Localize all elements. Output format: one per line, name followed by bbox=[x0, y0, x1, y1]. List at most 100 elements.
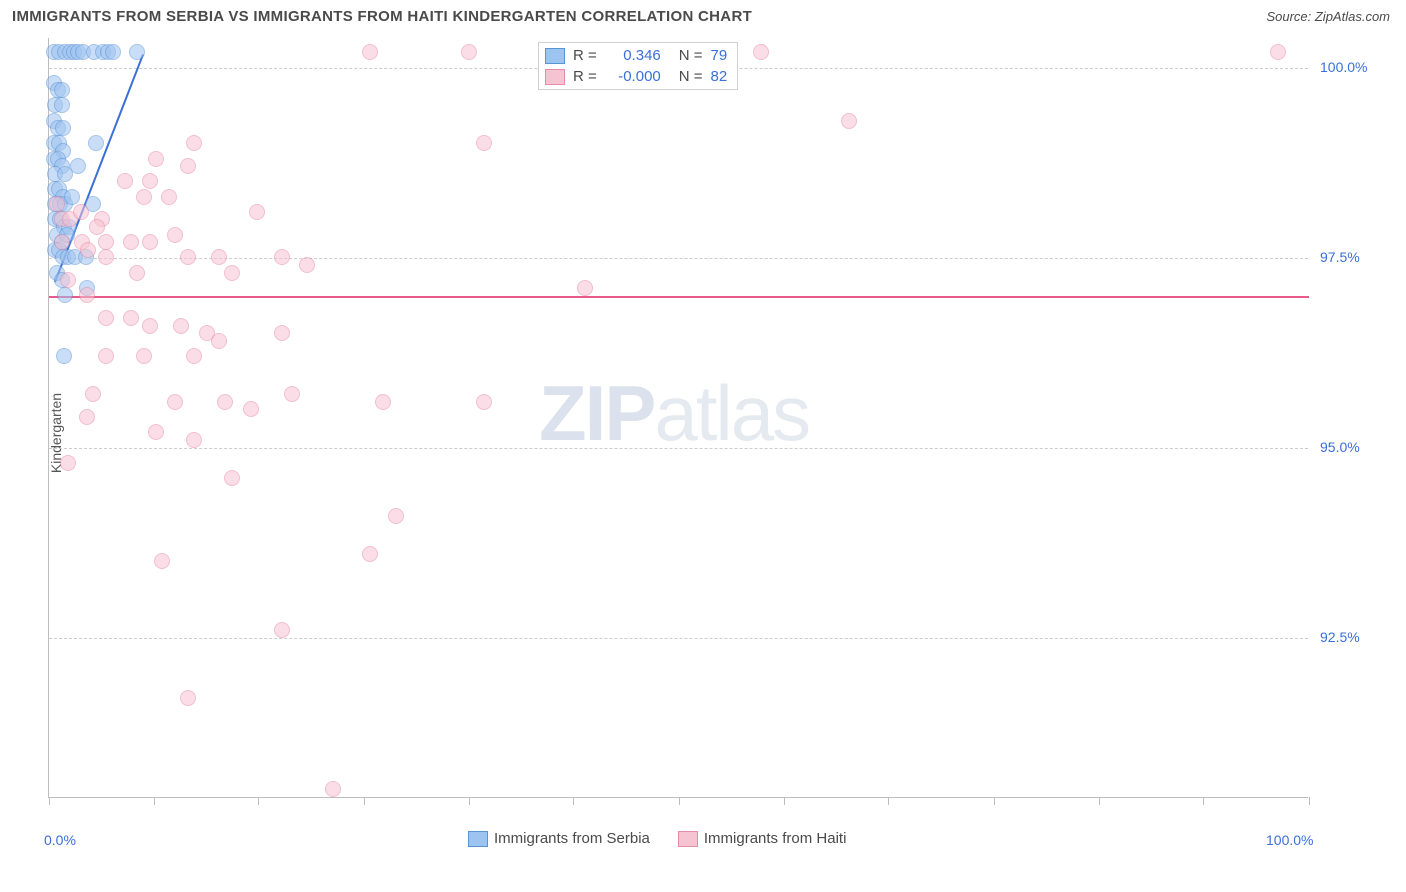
data-point bbox=[274, 249, 290, 265]
n-label: N = bbox=[679, 68, 703, 85]
data-point bbox=[148, 424, 164, 440]
x-tick bbox=[888, 797, 889, 805]
data-point bbox=[49, 196, 65, 212]
data-point bbox=[79, 409, 95, 425]
watermark: ZIPatlas bbox=[539, 368, 809, 459]
data-point bbox=[123, 310, 139, 326]
gridline bbox=[49, 258, 1308, 259]
data-point bbox=[136, 348, 152, 364]
data-point bbox=[60, 455, 76, 471]
data-point bbox=[55, 120, 71, 136]
data-point bbox=[284, 386, 300, 402]
data-point bbox=[243, 401, 259, 417]
gridline bbox=[49, 448, 1308, 449]
source-label: Source: ZipAtlas.com bbox=[1266, 9, 1390, 24]
data-point bbox=[154, 553, 170, 569]
data-point bbox=[461, 44, 477, 60]
x-max-label: 100.0% bbox=[1266, 832, 1313, 848]
legend-series: Immigrants from SerbiaImmigrants from Ha… bbox=[468, 830, 846, 847]
data-point bbox=[98, 310, 114, 326]
r-value: 0.346 bbox=[605, 47, 661, 64]
x-tick bbox=[364, 797, 365, 805]
plot-wrapper: Kindergarten ZIPatlas 92.5%95.0%97.5%100… bbox=[48, 38, 1388, 828]
data-point bbox=[211, 333, 227, 349]
data-point bbox=[142, 234, 158, 250]
legend-label: Immigrants from Serbia bbox=[494, 830, 650, 847]
legend-stat-row: R = 0.346 N = 79 bbox=[545, 47, 727, 64]
data-point bbox=[54, 234, 70, 250]
data-point bbox=[167, 227, 183, 243]
data-point bbox=[274, 622, 290, 638]
data-point bbox=[1270, 44, 1286, 60]
data-point bbox=[224, 470, 240, 486]
data-point bbox=[180, 158, 196, 174]
data-point bbox=[142, 318, 158, 334]
data-point bbox=[388, 508, 404, 524]
data-point bbox=[73, 204, 89, 220]
y-tick-label: 97.5% bbox=[1320, 249, 1360, 265]
x-tick bbox=[154, 797, 155, 805]
x-tick bbox=[679, 797, 680, 805]
data-point bbox=[375, 394, 391, 410]
data-point bbox=[161, 189, 177, 205]
data-point bbox=[186, 348, 202, 364]
data-point bbox=[753, 44, 769, 60]
data-point bbox=[56, 348, 72, 364]
legend-swatch bbox=[545, 69, 565, 85]
y-tick-label: 95.0% bbox=[1320, 439, 1360, 455]
data-point bbox=[476, 394, 492, 410]
gridline bbox=[49, 638, 1308, 639]
x-tick bbox=[573, 797, 574, 805]
data-point bbox=[299, 257, 315, 273]
legend-stats: R =0.346N =79R =-0.000N =82 bbox=[538, 42, 738, 90]
data-point bbox=[249, 204, 265, 220]
regression-line bbox=[49, 296, 1309, 298]
data-point bbox=[180, 690, 196, 706]
n-label: N = bbox=[679, 47, 703, 64]
data-point bbox=[80, 242, 96, 258]
r-value: -0.000 bbox=[605, 68, 661, 85]
legend-swatch bbox=[545, 48, 565, 64]
data-point bbox=[54, 97, 70, 113]
data-point bbox=[274, 325, 290, 341]
x-tick bbox=[1309, 797, 1310, 805]
legend-swatch bbox=[678, 831, 698, 847]
data-point bbox=[148, 151, 164, 167]
data-point bbox=[70, 158, 86, 174]
x-tick bbox=[1203, 797, 1204, 805]
x-tick bbox=[1099, 797, 1100, 805]
y-tick-label: 92.5% bbox=[1320, 629, 1360, 645]
x-tick bbox=[469, 797, 470, 805]
plot-area: ZIPatlas bbox=[48, 38, 1308, 798]
legend-stat-row: R =-0.000N =82 bbox=[545, 68, 727, 85]
data-point bbox=[98, 234, 114, 250]
data-point bbox=[129, 265, 145, 281]
data-point bbox=[129, 44, 145, 60]
x-min-label: 0.0% bbox=[44, 832, 76, 848]
y-tick-label: 100.0% bbox=[1320, 59, 1367, 75]
data-point bbox=[362, 546, 378, 562]
r-label: R = bbox=[573, 47, 597, 64]
data-point bbox=[54, 82, 70, 98]
data-point bbox=[224, 265, 240, 281]
data-point bbox=[60, 272, 76, 288]
data-point bbox=[186, 135, 202, 151]
data-point bbox=[98, 249, 114, 265]
legend-item: Immigrants from Serbia bbox=[468, 830, 650, 847]
data-point bbox=[211, 249, 227, 265]
data-point bbox=[64, 189, 80, 205]
data-point bbox=[577, 280, 593, 296]
n-value: 79 bbox=[711, 47, 728, 64]
data-point bbox=[362, 44, 378, 60]
r-label: R = bbox=[573, 68, 597, 85]
data-point bbox=[476, 135, 492, 151]
legend-swatch bbox=[468, 831, 488, 847]
data-point bbox=[117, 173, 133, 189]
data-point bbox=[142, 173, 158, 189]
data-point bbox=[85, 386, 101, 402]
data-point bbox=[325, 781, 341, 797]
data-point bbox=[186, 432, 202, 448]
data-point bbox=[79, 287, 95, 303]
data-point bbox=[105, 44, 121, 60]
x-tick bbox=[258, 797, 259, 805]
